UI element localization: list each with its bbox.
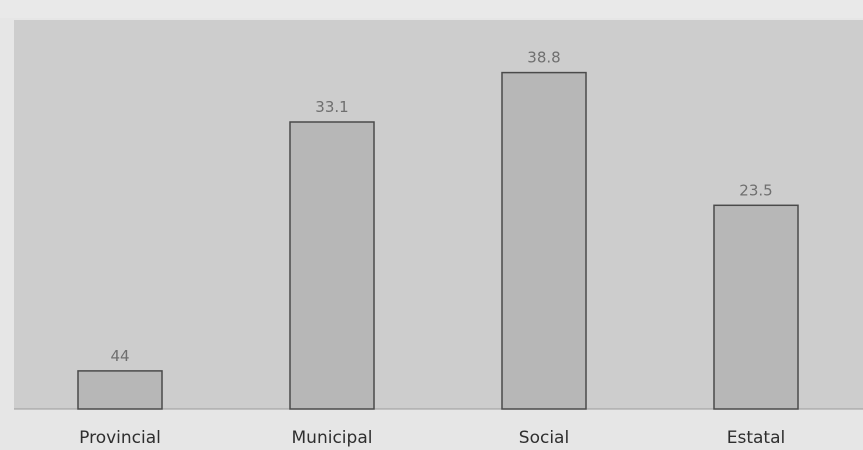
category-labels-group: Provincial Municipal Social Estatal (79, 428, 785, 448)
category-label-social: Social (519, 428, 569, 448)
data-label-provincial: 44 (110, 347, 129, 365)
category-label-municipal: Municipal (292, 428, 373, 448)
data-label-social: 38.8 (527, 49, 560, 67)
bar-estatal (713, 204, 799, 410)
bar-municipal (289, 121, 375, 410)
data-labels-group: 44 33.1 38.8 23.5 (110, 49, 772, 365)
top-band (0, 0, 863, 18)
bars-group (77, 71, 799, 410)
bar-social (501, 71, 587, 410)
bar-provincial (77, 370, 163, 410)
data-label-municipal: 33.1 (315, 98, 348, 116)
category-label-estatal: Estatal (727, 428, 786, 448)
data-label-estatal: 23.5 (739, 181, 772, 199)
category-label-provincial: Provincial (79, 428, 161, 448)
